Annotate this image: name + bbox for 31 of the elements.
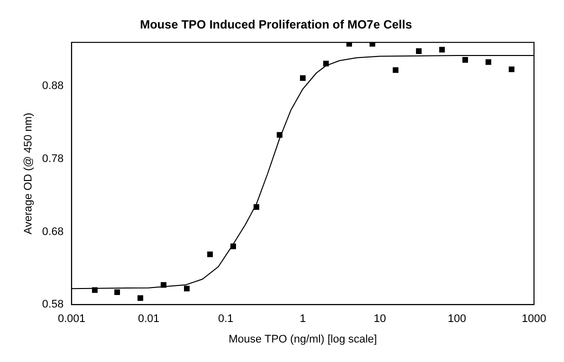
y-tick-label: 0.58: [42, 298, 64, 311]
x-tick-label: 1: [300, 313, 306, 326]
x-tick-label: 0.1: [218, 313, 234, 326]
point: [160, 282, 166, 288]
point: [323, 60, 329, 66]
point: [300, 75, 306, 81]
point: [439, 46, 445, 53]
point: [114, 289, 120, 296]
point: [392, 67, 398, 73]
x-tick-label: 0.001: [58, 313, 86, 326]
x-tick-label: 100: [448, 313, 466, 326]
point: [230, 244, 236, 250]
point: [138, 295, 144, 301]
y-axis-title: Average OD (@ 450 nm): [22, 112, 35, 234]
point: [254, 204, 260, 210]
point: [416, 48, 422, 54]
y-tick-label: 0.88: [42, 80, 64, 92]
y-tick-label: 0.68: [42, 226, 64, 238]
x-axis-title: Mouse TPO (ng/ml) [log scale]: [228, 333, 377, 346]
chart-title: Mouse TPO Induced Proliferation of MO7e Cells: [140, 18, 412, 32]
y-tick-label: 0.78: [42, 152, 64, 165]
point: [508, 66, 514, 72]
x-tick-label: 10: [374, 313, 386, 326]
point: [207, 252, 213, 258]
point: [462, 57, 468, 63]
x-tick-label: 0.01: [138, 313, 160, 326]
point: [92, 287, 98, 293]
point: [184, 286, 190, 292]
x-tick-label: 1000: [522, 313, 546, 326]
point: [276, 132, 282, 138]
point: [486, 59, 492, 65]
